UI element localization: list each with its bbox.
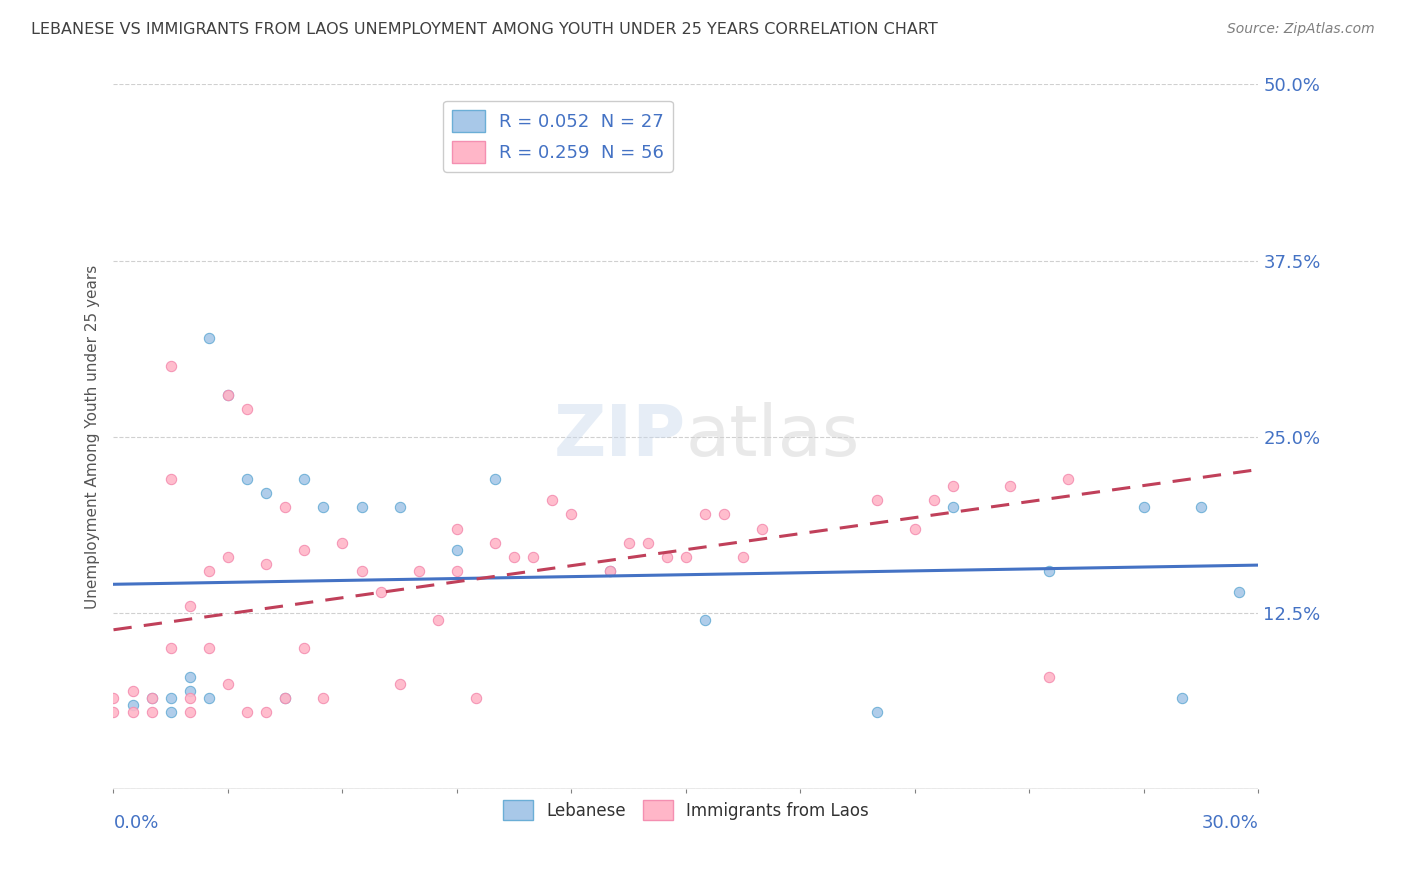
Point: [217, 549, 239, 564]
Point: [332, 535, 354, 549]
Point: [198, 331, 221, 345]
Point: [141, 690, 163, 705]
Point: [1227, 585, 1250, 599]
Point: [292, 542, 315, 557]
Point: [1038, 670, 1060, 684]
Point: [599, 564, 621, 578]
Point: [159, 690, 181, 705]
Point: [254, 486, 277, 500]
Point: [236, 472, 259, 486]
Point: [693, 508, 716, 522]
Point: [121, 705, 143, 719]
Point: [254, 557, 277, 571]
Text: 30.0%: 30.0%: [1202, 814, 1258, 832]
Point: [292, 641, 315, 656]
Point: [675, 549, 697, 564]
Point: [942, 500, 965, 515]
Point: [292, 472, 315, 486]
Point: [179, 705, 201, 719]
Text: Source: ZipAtlas.com: Source: ZipAtlas.com: [1227, 22, 1375, 37]
Point: [599, 564, 621, 578]
Point: [179, 670, 201, 684]
Point: [217, 387, 239, 401]
Point: [560, 508, 582, 522]
Point: [312, 500, 335, 515]
Point: [1056, 472, 1078, 486]
Point: [446, 564, 468, 578]
Point: [312, 690, 335, 705]
Point: [198, 564, 221, 578]
Point: [350, 564, 373, 578]
Point: [236, 401, 259, 416]
Point: [484, 535, 506, 549]
Point: [655, 549, 678, 564]
Point: [713, 508, 735, 522]
Point: [159, 472, 181, 486]
Point: [1000, 479, 1022, 493]
Point: [274, 500, 297, 515]
Point: [426, 613, 449, 627]
Point: [733, 549, 755, 564]
Point: [637, 535, 659, 549]
Point: [541, 493, 564, 508]
Text: ZIP: ZIP: [554, 402, 686, 471]
Point: [350, 500, 373, 515]
Point: [866, 705, 889, 719]
Point: [141, 705, 163, 719]
Point: [254, 705, 277, 719]
Legend: Lebanese, Immigrants from Laos: Lebanese, Immigrants from Laos: [496, 793, 876, 827]
Point: [370, 585, 392, 599]
Point: [217, 387, 239, 401]
Point: [103, 705, 125, 719]
Point: [159, 359, 181, 374]
Point: [236, 705, 259, 719]
Point: [1038, 564, 1060, 578]
Point: [1189, 500, 1212, 515]
Point: [388, 500, 411, 515]
Point: [751, 522, 773, 536]
Point: [484, 472, 506, 486]
Point: [942, 479, 965, 493]
Point: [465, 690, 488, 705]
Point: [408, 564, 430, 578]
Point: [388, 676, 411, 690]
Point: [274, 690, 297, 705]
Point: [159, 641, 181, 656]
Point: [866, 493, 889, 508]
Text: 0.0%: 0.0%: [114, 814, 159, 832]
Point: [121, 698, 143, 712]
Point: [503, 549, 526, 564]
Point: [922, 493, 945, 508]
Text: LEBANESE VS IMMIGRANTS FROM LAOS UNEMPLOYMENT AMONG YOUTH UNDER 25 YEARS CORRELA: LEBANESE VS IMMIGRANTS FROM LAOS UNEMPLO…: [31, 22, 938, 37]
Point: [904, 522, 927, 536]
Point: [693, 613, 716, 627]
Point: [198, 641, 221, 656]
Point: [159, 705, 181, 719]
Point: [217, 676, 239, 690]
Point: [617, 535, 640, 549]
Text: atlas: atlas: [686, 402, 860, 471]
Point: [198, 690, 221, 705]
Point: [1133, 500, 1156, 515]
Point: [121, 683, 143, 698]
Point: [179, 690, 201, 705]
Point: [179, 683, 201, 698]
Point: [446, 522, 468, 536]
Point: [1171, 690, 1194, 705]
Point: [141, 690, 163, 705]
Point: [274, 690, 297, 705]
Point: [522, 549, 544, 564]
Point: [103, 690, 125, 705]
Y-axis label: Unemployment Among Youth under 25 years: Unemployment Among Youth under 25 years: [86, 265, 100, 609]
Point: [179, 599, 201, 613]
Point: [446, 542, 468, 557]
